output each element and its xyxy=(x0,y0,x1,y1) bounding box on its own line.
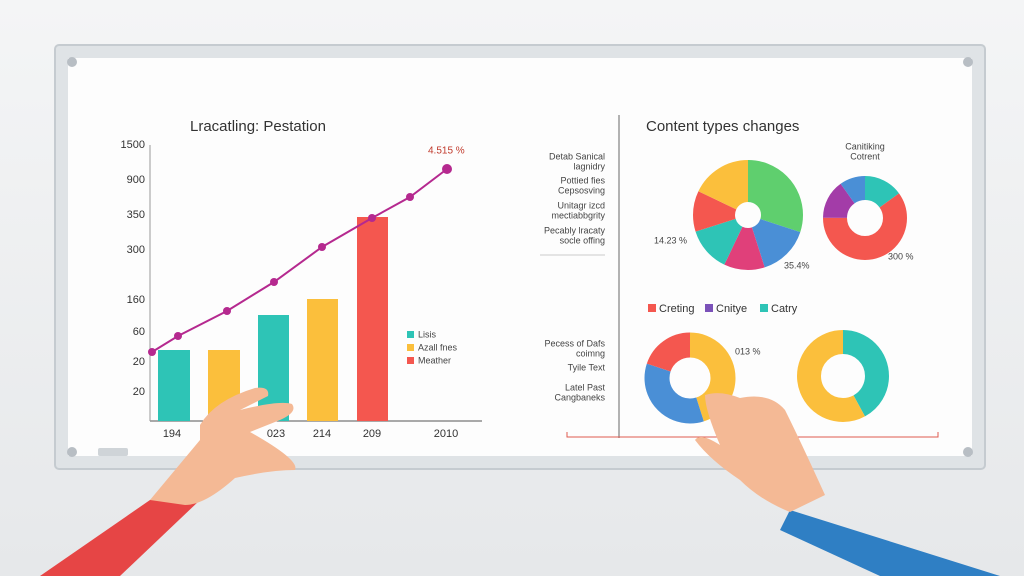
legend-label: Lisis xyxy=(418,329,437,339)
left-title: Lracatling: Pestation xyxy=(190,118,326,135)
pie-slice xyxy=(823,176,907,260)
lower-pie-label: 013 % xyxy=(735,346,761,356)
pie-slice xyxy=(693,160,803,270)
board-screws xyxy=(67,57,973,457)
donut-label: 300 % xyxy=(888,251,914,261)
side-label: Pottied fies xyxy=(560,175,605,185)
pie-slice xyxy=(823,176,907,260)
x-labels: 194 023 214 209 2010 xyxy=(163,428,458,440)
donut-title: Cotrent xyxy=(850,151,880,161)
y-labels: 1500 900 350 300 160 60 20 20 xyxy=(121,139,145,398)
left-hand xyxy=(40,387,296,576)
lower-label: Latel Past xyxy=(565,382,606,392)
y-label: 60 xyxy=(133,326,145,338)
x-label: 214 xyxy=(313,428,331,440)
legend-swatch xyxy=(407,357,414,364)
trend-points xyxy=(148,164,452,356)
y-label: 20 xyxy=(133,386,145,398)
pie-slice xyxy=(797,330,889,422)
x-label: 209 xyxy=(363,428,381,440)
side-label: socle offing xyxy=(560,235,605,245)
legend-swatch xyxy=(760,304,768,312)
annotation: 4.515 % xyxy=(428,146,465,157)
side-label: mectiabbgrity xyxy=(551,210,605,220)
y-label: 1500 xyxy=(121,139,145,151)
y-label: 160 xyxy=(127,294,145,306)
pies xyxy=(644,160,907,424)
side-label: Unitagr izcd xyxy=(557,200,605,210)
y-label: 900 xyxy=(127,174,145,186)
legend-label: Creting xyxy=(659,303,694,315)
pie-slice xyxy=(644,332,736,424)
legend-swatch xyxy=(705,304,713,312)
lower-label: coimng xyxy=(576,348,605,358)
y-label: 20 xyxy=(133,356,145,368)
y-label: 300 xyxy=(127,244,145,256)
right-title: Content types changes xyxy=(646,118,799,135)
legend-label: Cnitye xyxy=(716,303,747,315)
lower-label: Cangbaneks xyxy=(554,392,605,402)
bar xyxy=(357,217,388,421)
legend-swatch xyxy=(407,331,414,338)
legend-label: Azall fnes xyxy=(418,342,458,352)
lower-label: Pecess of Dafs xyxy=(544,338,605,348)
pie-slice xyxy=(693,160,803,270)
pie-slice xyxy=(693,160,803,270)
legend-label: Meather xyxy=(418,355,451,365)
marker-tray xyxy=(98,448,128,456)
x-label: 2010 xyxy=(434,428,458,440)
pie-label: 14.23 % xyxy=(654,235,687,245)
bars xyxy=(158,217,388,421)
pie-slice xyxy=(644,332,736,424)
legend-label: Catry xyxy=(771,303,798,315)
x-label: 023 xyxy=(267,428,285,440)
y-label: 350 xyxy=(127,209,145,221)
right-legend: Creting Cnitye Catry xyxy=(648,303,798,315)
side-label: Cepsosving xyxy=(558,185,605,195)
side-label: lagnidry xyxy=(573,161,605,171)
bar xyxy=(158,350,190,421)
side-label: Pecably lracaty xyxy=(544,225,606,235)
trend-line xyxy=(151,168,448,353)
lower-label: Tyile Text xyxy=(568,362,606,372)
legend-swatch xyxy=(648,304,656,312)
right-hand xyxy=(695,393,1000,576)
left-legend: Lisis Azall fnes Meather xyxy=(407,329,458,365)
donut-title: Canitiking xyxy=(845,141,885,151)
legend-swatch xyxy=(407,344,414,351)
x-label: 194 xyxy=(163,428,181,440)
bar xyxy=(307,299,338,421)
pie-label: 35.4% xyxy=(784,260,810,270)
side-label: Detab Sanical xyxy=(549,151,605,161)
